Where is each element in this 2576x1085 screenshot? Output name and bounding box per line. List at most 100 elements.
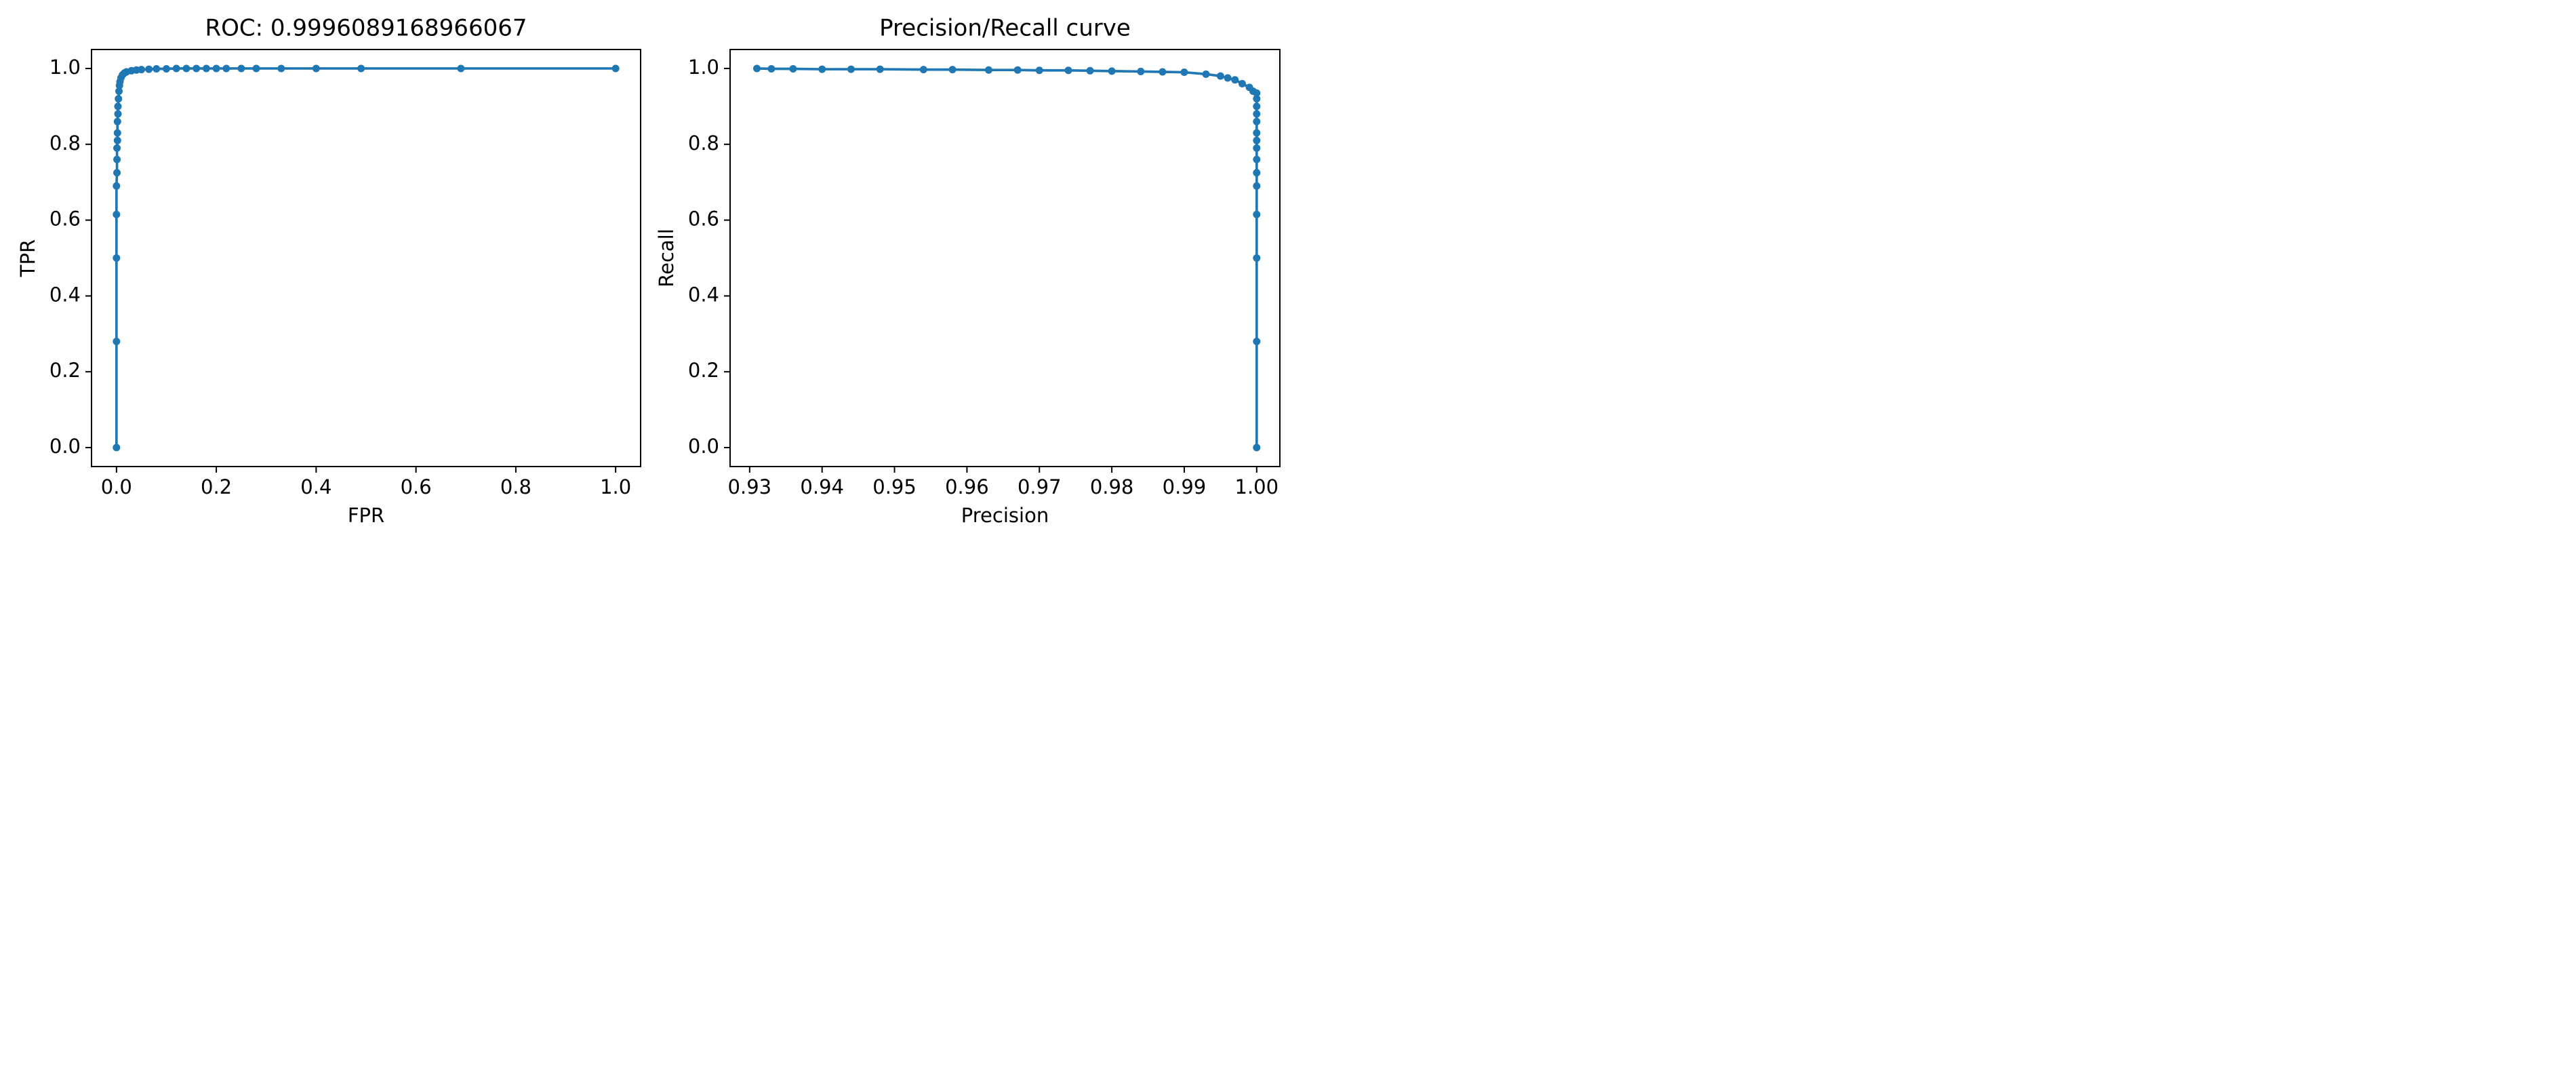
point <box>162 65 170 73</box>
point <box>212 64 220 73</box>
line <box>757 67 1258 448</box>
y-tick-label: 0.2 <box>688 359 719 382</box>
point <box>1253 254 1261 262</box>
point <box>919 66 927 74</box>
point <box>1159 68 1167 76</box>
point <box>1180 68 1188 77</box>
chart-title: ROC: 0.9996089168966067 <box>205 15 527 42</box>
x-tick-label: 0.6 <box>401 475 432 498</box>
y-tick-label: 0.8 <box>688 132 719 155</box>
chart-title: Precision/Recall curve <box>879 15 1131 42</box>
x-tick-label: 1.0 <box>600 475 631 498</box>
x-tick-label: 0.95 <box>872 475 917 498</box>
point <box>948 66 957 74</box>
point <box>113 182 121 190</box>
point <box>1253 182 1261 190</box>
point <box>1064 66 1072 75</box>
point <box>1108 67 1116 75</box>
x-tick-label: 0.99 <box>1163 475 1207 498</box>
y-tick-label: 0.4 <box>49 283 81 306</box>
point <box>114 110 122 118</box>
point <box>113 169 121 177</box>
point <box>182 64 190 73</box>
point <box>818 65 826 73</box>
point <box>1238 79 1246 87</box>
point <box>202 64 210 73</box>
point <box>1013 66 1022 74</box>
point <box>1202 70 1210 78</box>
point <box>1253 443 1261 452</box>
point <box>145 65 153 73</box>
point <box>876 65 884 73</box>
axes-frame <box>729 49 1281 467</box>
y-tick-label: 0.6 <box>688 208 719 231</box>
y-tick-label: 0.6 <box>49 208 81 231</box>
point <box>277 64 285 73</box>
x-tick-label: 0.93 <box>728 475 772 498</box>
point <box>113 254 121 262</box>
point <box>1224 74 1232 82</box>
line <box>115 67 616 448</box>
point <box>1035 66 1043 75</box>
point <box>1253 129 1261 137</box>
point <box>984 66 992 74</box>
point <box>457 64 465 73</box>
point <box>1253 210 1261 218</box>
point <box>1216 72 1224 80</box>
x-tick-label: 0.8 <box>500 475 531 498</box>
y-tick-label: 0.0 <box>688 435 719 458</box>
point <box>1253 169 1261 177</box>
x-axis-label: FPR <box>348 504 384 527</box>
point <box>114 102 122 111</box>
point <box>153 65 161 73</box>
point <box>312 64 320 73</box>
point <box>1086 66 1094 75</box>
point <box>611 64 620 73</box>
y-tick-label: 1.0 <box>688 56 719 79</box>
point <box>115 95 123 103</box>
point <box>113 144 121 152</box>
x-tick-label: 0.2 <box>201 475 232 498</box>
point <box>1245 83 1253 92</box>
y-tick-label: 1.0 <box>49 56 81 79</box>
y-tick-label: 0.4 <box>688 283 719 306</box>
point <box>1137 67 1145 75</box>
point <box>138 66 146 74</box>
point <box>113 338 121 345</box>
point <box>237 64 245 73</box>
point <box>193 64 201 73</box>
x-axis-label: Precision <box>961 504 1049 527</box>
point <box>767 65 776 73</box>
point <box>1253 136 1261 144</box>
point <box>1253 95 1261 103</box>
point <box>113 136 121 144</box>
x-tick-label: 0.4 <box>300 475 331 498</box>
point <box>1231 76 1239 84</box>
point <box>789 65 797 73</box>
x-tick-label: 0.0 <box>101 475 132 498</box>
point <box>1253 155 1261 163</box>
x-tick-label: 1.00 <box>1235 475 1279 498</box>
point <box>172 64 180 73</box>
point <box>113 443 121 452</box>
y-tick-label: 0.2 <box>49 359 81 382</box>
point <box>847 65 855 73</box>
point <box>1253 110 1261 118</box>
y-tick-label: 0.0 <box>49 435 81 458</box>
x-tick-label: 0.94 <box>800 475 844 498</box>
x-tick-label: 0.98 <box>1090 475 1134 498</box>
point <box>252 64 260 73</box>
point <box>113 210 121 218</box>
point <box>1253 338 1261 345</box>
y-axis-label: Recall <box>655 229 678 288</box>
x-tick-label: 0.96 <box>945 475 989 498</box>
axes-frame <box>91 49 641 467</box>
point <box>1253 144 1261 152</box>
point <box>1253 117 1261 125</box>
point <box>115 87 123 95</box>
point <box>1253 102 1261 111</box>
point <box>113 117 121 125</box>
point <box>113 129 121 137</box>
point <box>357 64 365 73</box>
